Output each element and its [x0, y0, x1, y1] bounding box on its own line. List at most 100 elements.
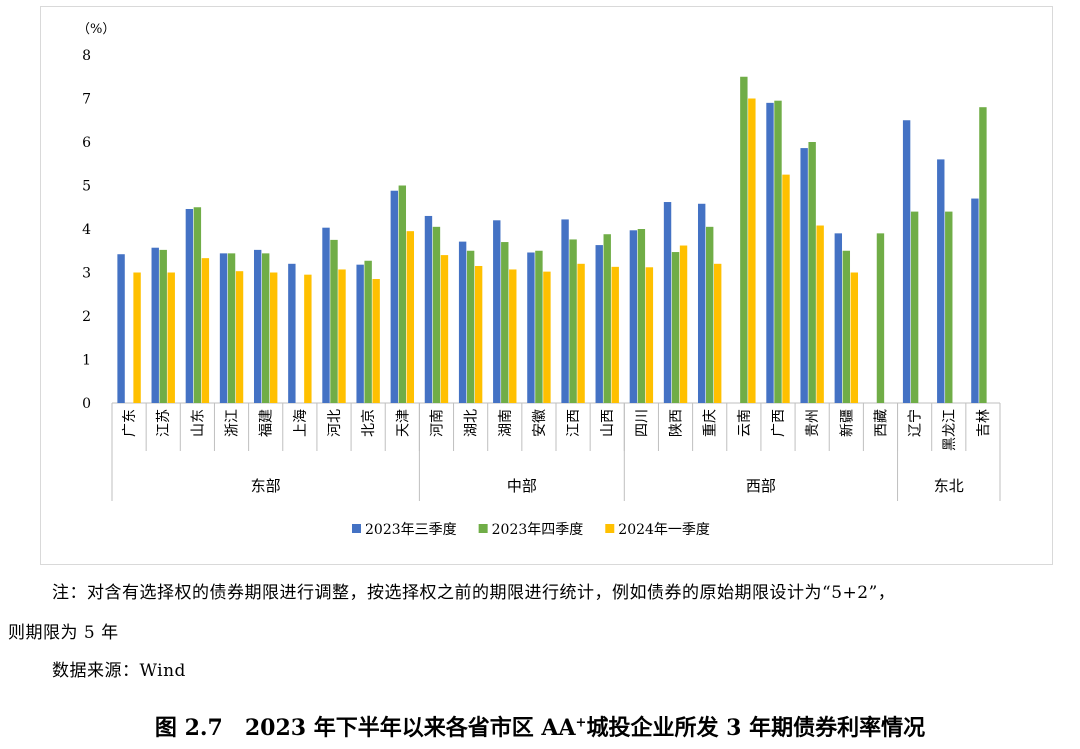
bar: [671, 252, 680, 403]
bar: [167, 272, 175, 403]
category-label: 安徽: [532, 409, 548, 437]
bar: [808, 142, 816, 403]
y-tick-label: 8: [82, 48, 91, 64]
category-label: 重庆: [703, 409, 719, 437]
bar: [535, 250, 543, 403]
group-label: 东北: [934, 477, 964, 495]
y-tick-label: 3: [82, 266, 91, 282]
category-label: 吉林: [976, 409, 992, 437]
bar: [834, 233, 843, 403]
category-label: 浙江: [225, 409, 241, 437]
bar: [424, 215, 433, 403]
bar: [493, 220, 501, 403]
bar: [645, 267, 654, 403]
caption-superscript: +: [575, 715, 587, 731]
bar: [910, 211, 919, 403]
bar: [466, 250, 475, 403]
category-label: 云南: [737, 409, 753, 437]
bar: [509, 269, 517, 403]
bar: [663, 202, 672, 403]
category-label: 四川: [634, 409, 650, 437]
bar: [800, 148, 808, 403]
bar: [474, 265, 483, 403]
bar: [269, 272, 278, 403]
bar: [356, 264, 364, 403]
note-line-2: 则期限为 5 年: [8, 623, 119, 643]
bar: [117, 254, 125, 403]
bar: [850, 272, 859, 403]
legend-swatch: [478, 524, 488, 533]
bar: [253, 249, 262, 403]
bar: [527, 252, 535, 403]
bar: [288, 263, 296, 403]
category-label: 上海: [293, 409, 309, 437]
category-label: 江西: [566, 409, 582, 437]
bar: [235, 271, 244, 403]
bar: [611, 266, 619, 403]
category-label: 山西: [600, 409, 616, 437]
bar: [227, 253, 236, 403]
bar: [766, 102, 774, 403]
category-label: 福建: [259, 409, 275, 437]
bar: [440, 255, 449, 403]
category-label: 广西: [771, 409, 787, 437]
y-tick-label: 4: [82, 222, 91, 238]
category-label: 陕西: [669, 409, 685, 437]
bar: [697, 203, 706, 403]
bar: [637, 229, 646, 403]
category-label: 湖北: [464, 409, 480, 437]
bar: [543, 271, 551, 403]
bar: [902, 120, 911, 403]
legend-swatch: [605, 524, 615, 533]
y-tick-label: 1: [82, 353, 91, 369]
bar: [679, 245, 688, 403]
bar: [816, 225, 824, 403]
bar: [364, 260, 372, 403]
bar: [338, 269, 346, 403]
legend-label: 2023年三季度: [365, 522, 457, 538]
category-label: 黑龙江: [942, 409, 958, 451]
category-label: 河南: [429, 409, 445, 437]
caption-suffix: 城投企业所发 3 年期债券利率情况: [586, 715, 926, 741]
category-label: 西藏: [873, 409, 889, 437]
bar: [201, 258, 210, 403]
bar: [501, 242, 509, 403]
y-tick-label: 2: [82, 309, 91, 325]
category-label: 江苏: [156, 409, 172, 437]
bar: [458, 241, 467, 403]
category-label: 新疆: [839, 409, 855, 437]
legend-label: 2024年一季度: [618, 522, 710, 538]
bar: [219, 253, 228, 403]
bar: [748, 98, 756, 403]
bar: [432, 226, 441, 403]
y-tick-label: 0: [82, 396, 91, 412]
bar: [390, 190, 399, 403]
bar: [595, 245, 603, 403]
legend-label: 2023年四季度: [492, 522, 584, 538]
bar: [705, 226, 714, 403]
bar: [185, 208, 194, 403]
group-label: 中部: [507, 477, 537, 495]
bar: [398, 185, 407, 403]
category-label: 河北: [327, 409, 343, 437]
bar: [603, 234, 611, 403]
bar: [159, 249, 167, 403]
bar: [740, 76, 748, 403]
bar: [979, 107, 987, 403]
y-tick-label: 7: [82, 92, 91, 108]
figure-caption: 图 2.7 2023 年下半年以来各省市区 AA+城投企业所发 3 年期债券利率…: [0, 710, 1080, 742]
bar: [322, 227, 330, 403]
bar: [406, 231, 415, 403]
y-tick-label: 5: [82, 179, 91, 195]
bar: [713, 263, 722, 403]
category-label: 广东: [122, 409, 138, 437]
group-label: 西部: [746, 477, 776, 495]
category-label: 山东: [190, 409, 206, 437]
bar: [876, 233, 885, 403]
bar: [782, 174, 790, 404]
bar: [261, 253, 270, 403]
data-source: 数据来源：Wind: [52, 661, 186, 681]
caption-prefix: 图 2.7 2023 年下半年以来各省市区 AA: [154, 715, 576, 741]
category-label: 天津: [395, 409, 411, 437]
bar: [937, 159, 945, 403]
